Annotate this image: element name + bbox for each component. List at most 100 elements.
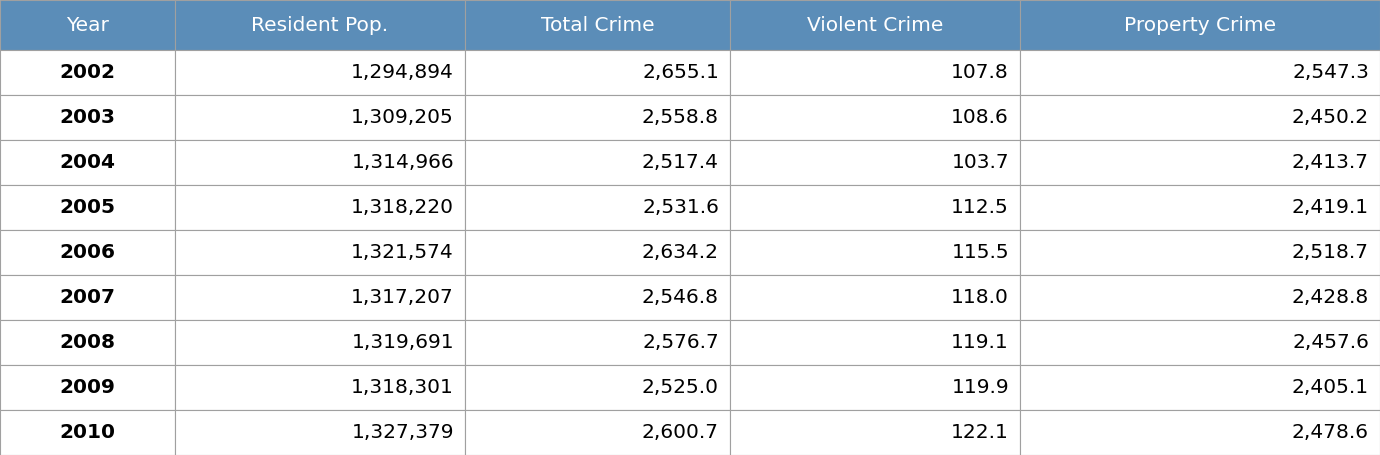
Bar bbox=[175, 320, 465, 365]
Bar bbox=[1020, 275, 1380, 320]
Bar bbox=[730, 230, 1020, 275]
Bar bbox=[465, 0, 730, 50]
Text: 103.7: 103.7 bbox=[951, 153, 1009, 172]
Text: 2007: 2007 bbox=[59, 288, 116, 307]
Bar bbox=[465, 95, 730, 140]
Bar bbox=[175, 185, 465, 230]
Bar bbox=[1020, 140, 1380, 185]
Text: 1,318,301: 1,318,301 bbox=[351, 378, 454, 397]
Text: 1,317,207: 1,317,207 bbox=[351, 288, 454, 307]
Bar bbox=[730, 50, 1020, 95]
Bar bbox=[175, 95, 465, 140]
Bar bbox=[730, 320, 1020, 365]
Text: 2,413.7: 2,413.7 bbox=[1292, 153, 1369, 172]
Bar bbox=[1020, 95, 1380, 140]
Bar bbox=[0, 50, 175, 95]
Text: 1,318,220: 1,318,220 bbox=[351, 198, 454, 217]
Bar bbox=[0, 95, 175, 140]
Bar bbox=[175, 230, 465, 275]
Text: 1,319,691: 1,319,691 bbox=[352, 333, 454, 352]
Text: 2,517.4: 2,517.4 bbox=[642, 153, 719, 172]
Text: 2004: 2004 bbox=[59, 153, 116, 172]
Text: 2,405.1: 2,405.1 bbox=[1292, 378, 1369, 397]
Bar bbox=[0, 230, 175, 275]
Text: 2009: 2009 bbox=[59, 378, 116, 397]
Text: Violent Crime: Violent Crime bbox=[807, 15, 943, 35]
Bar bbox=[465, 185, 730, 230]
Text: 2,428.8: 2,428.8 bbox=[1292, 288, 1369, 307]
Text: 2,546.8: 2,546.8 bbox=[642, 288, 719, 307]
Bar bbox=[465, 50, 730, 95]
Text: 118.0: 118.0 bbox=[951, 288, 1009, 307]
Bar bbox=[730, 185, 1020, 230]
Text: 2,547.3: 2,547.3 bbox=[1292, 63, 1369, 82]
Text: 2,478.6: 2,478.6 bbox=[1292, 423, 1369, 442]
Bar bbox=[465, 230, 730, 275]
Bar bbox=[0, 140, 175, 185]
Bar bbox=[1020, 365, 1380, 410]
Bar bbox=[1020, 320, 1380, 365]
Bar bbox=[730, 0, 1020, 50]
Text: 2,450.2: 2,450.2 bbox=[1292, 108, 1369, 127]
Bar bbox=[175, 50, 465, 95]
Bar bbox=[175, 140, 465, 185]
Bar bbox=[1020, 0, 1380, 50]
Text: 2010: 2010 bbox=[59, 423, 116, 442]
Text: 2,419.1: 2,419.1 bbox=[1292, 198, 1369, 217]
Bar bbox=[1020, 410, 1380, 455]
Bar bbox=[0, 0, 175, 50]
Bar bbox=[465, 275, 730, 320]
Text: 1,321,574: 1,321,574 bbox=[351, 243, 454, 262]
Text: 1,314,966: 1,314,966 bbox=[352, 153, 454, 172]
Text: 2,655.1: 2,655.1 bbox=[642, 63, 719, 82]
Text: 2,634.2: 2,634.2 bbox=[642, 243, 719, 262]
Text: 2,525.0: 2,525.0 bbox=[642, 378, 719, 397]
Bar bbox=[730, 365, 1020, 410]
Bar bbox=[175, 275, 465, 320]
Bar bbox=[465, 365, 730, 410]
Text: 115.5: 115.5 bbox=[951, 243, 1009, 262]
Bar bbox=[175, 0, 465, 50]
Text: Property Crime: Property Crime bbox=[1123, 15, 1276, 35]
Text: 122.1: 122.1 bbox=[951, 423, 1009, 442]
Text: 2,558.8: 2,558.8 bbox=[642, 108, 719, 127]
Bar bbox=[730, 95, 1020, 140]
Text: 112.5: 112.5 bbox=[951, 198, 1009, 217]
Text: 2005: 2005 bbox=[59, 198, 116, 217]
Bar bbox=[1020, 50, 1380, 95]
Bar bbox=[1020, 185, 1380, 230]
Bar bbox=[465, 410, 730, 455]
Text: 2003: 2003 bbox=[59, 108, 116, 127]
Text: Resident Pop.: Resident Pop. bbox=[251, 15, 389, 35]
Bar bbox=[730, 410, 1020, 455]
Bar bbox=[175, 365, 465, 410]
Text: 2,531.6: 2,531.6 bbox=[642, 198, 719, 217]
Text: 2006: 2006 bbox=[59, 243, 116, 262]
Text: 2,457.6: 2,457.6 bbox=[1292, 333, 1369, 352]
Bar bbox=[175, 410, 465, 455]
Bar bbox=[0, 185, 175, 230]
Bar bbox=[0, 410, 175, 455]
Text: 2,576.7: 2,576.7 bbox=[642, 333, 719, 352]
Bar bbox=[0, 275, 175, 320]
Bar bbox=[0, 320, 175, 365]
Text: 1,309,205: 1,309,205 bbox=[351, 108, 454, 127]
Text: 2,600.7: 2,600.7 bbox=[642, 423, 719, 442]
Text: Year: Year bbox=[66, 15, 109, 35]
Text: Total Crime: Total Crime bbox=[541, 15, 654, 35]
Bar bbox=[465, 320, 730, 365]
Text: 2008: 2008 bbox=[59, 333, 116, 352]
Bar bbox=[1020, 230, 1380, 275]
Bar bbox=[730, 275, 1020, 320]
Text: 119.1: 119.1 bbox=[951, 333, 1009, 352]
Text: 2,518.7: 2,518.7 bbox=[1292, 243, 1369, 262]
Text: 108.6: 108.6 bbox=[951, 108, 1009, 127]
Text: 119.9: 119.9 bbox=[951, 378, 1009, 397]
Text: 1,327,379: 1,327,379 bbox=[352, 423, 454, 442]
Text: 107.8: 107.8 bbox=[951, 63, 1009, 82]
Text: 1,294,894: 1,294,894 bbox=[351, 63, 454, 82]
Bar bbox=[0, 365, 175, 410]
Bar bbox=[465, 140, 730, 185]
Bar bbox=[730, 140, 1020, 185]
Text: 2002: 2002 bbox=[59, 63, 116, 82]
